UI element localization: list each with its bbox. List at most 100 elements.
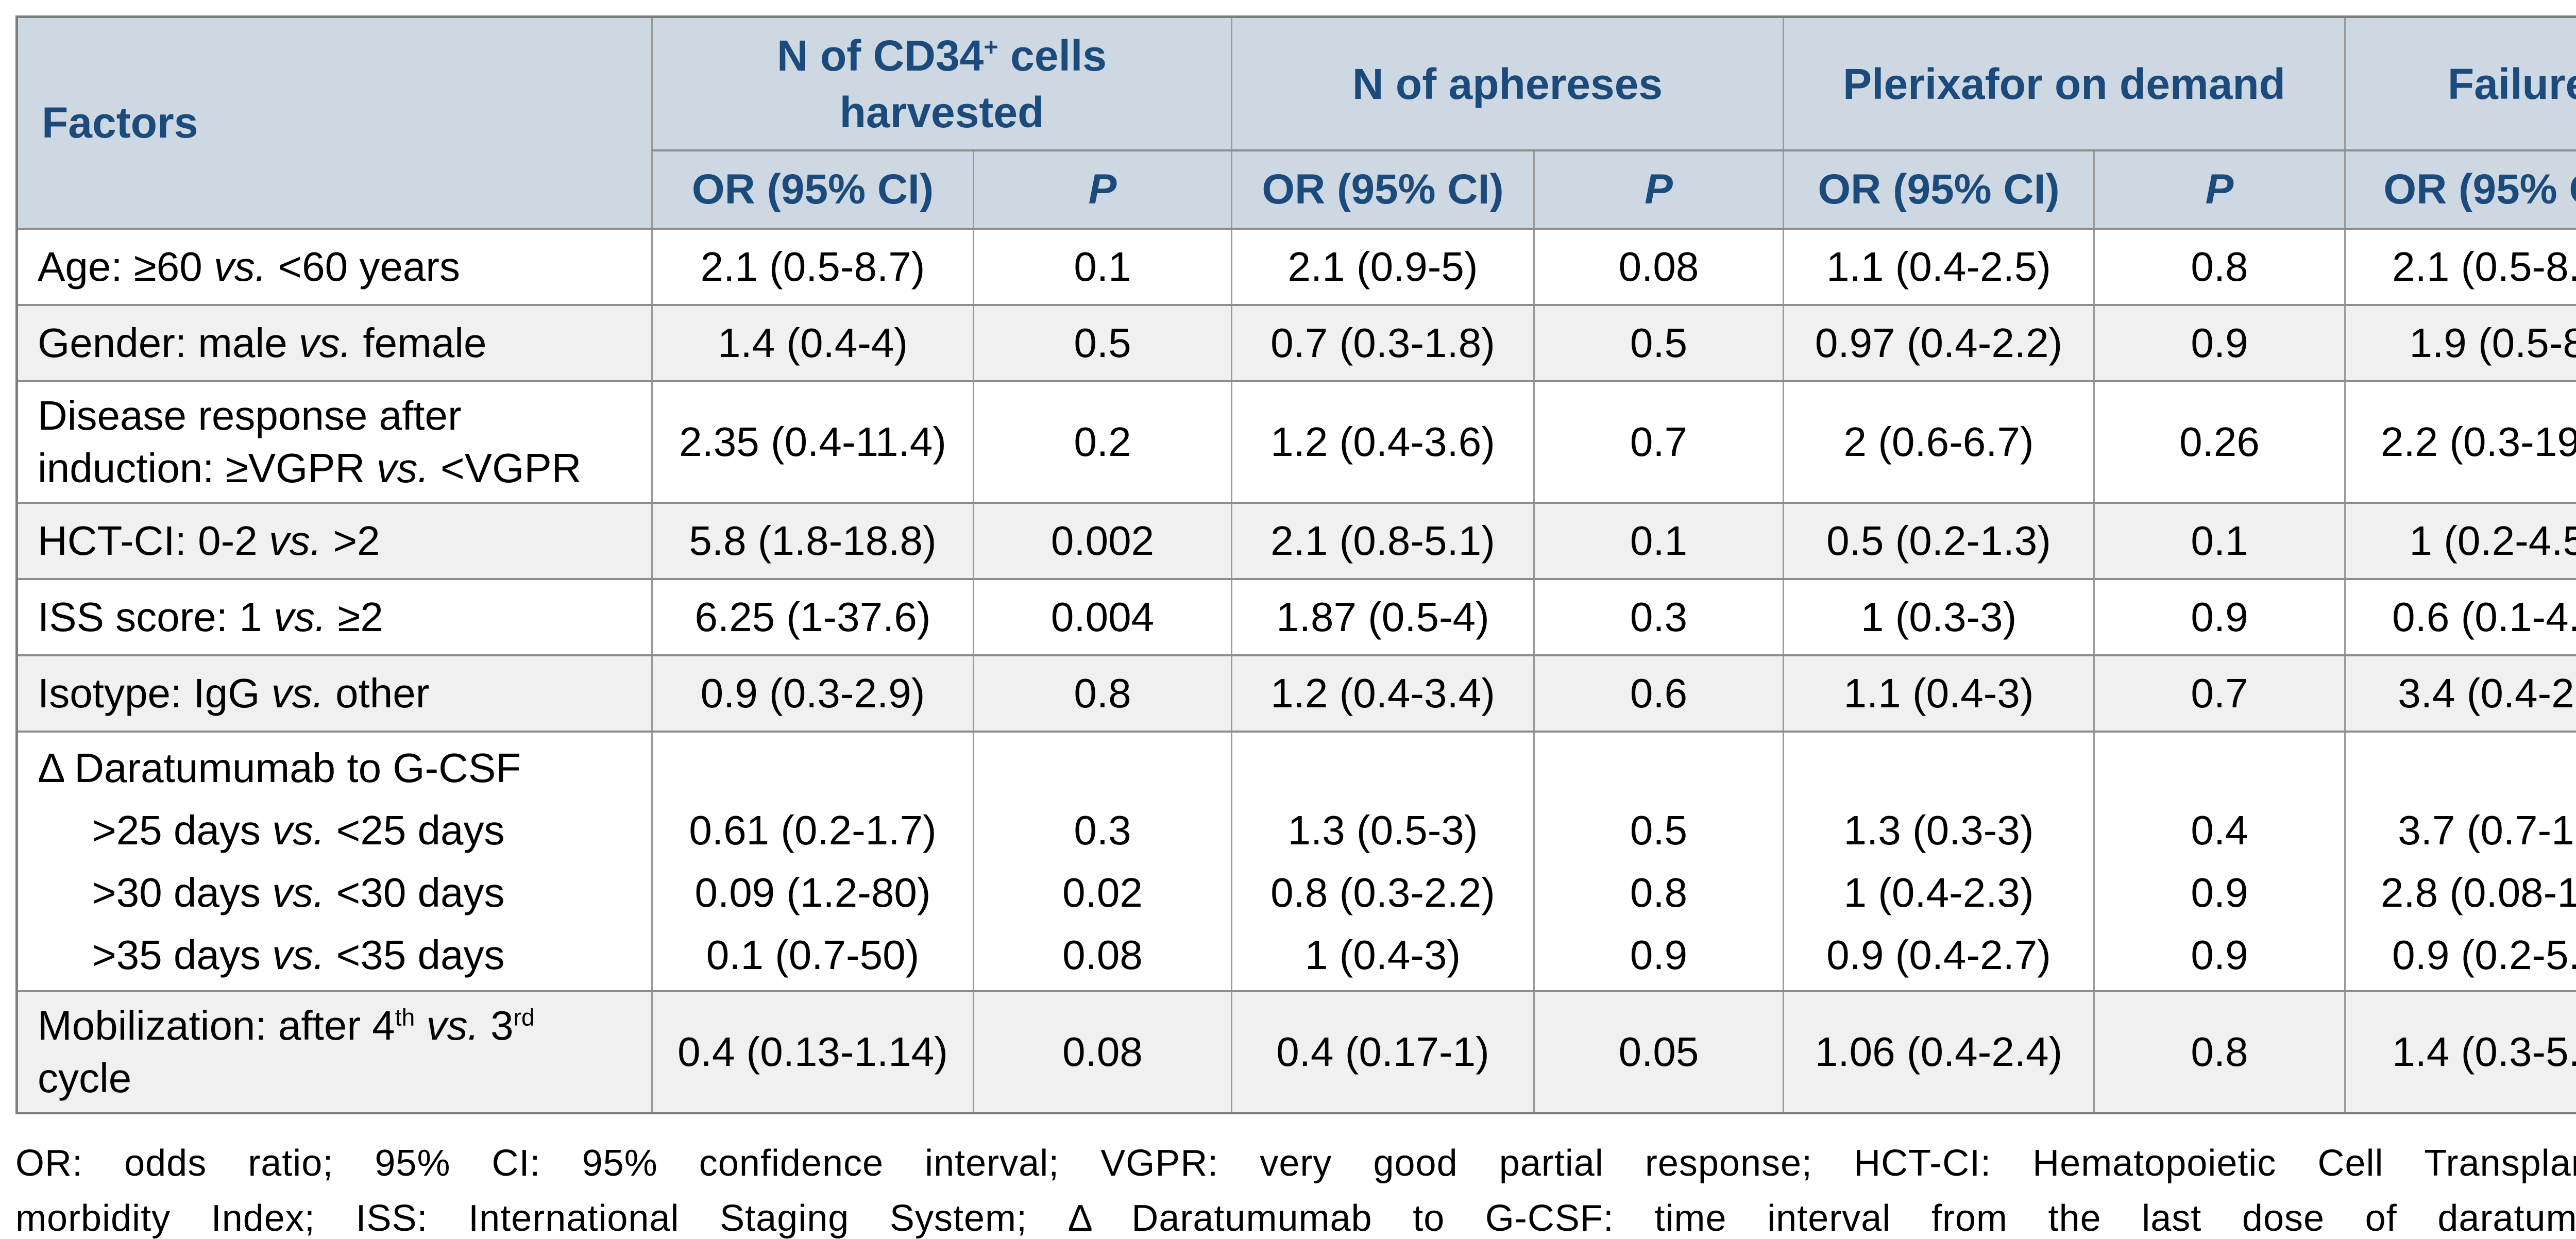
footnote-line: OR: odds ratio; 95% CI: 95% confidence i… [15, 1143, 2576, 1184]
or-ci-cell: 0.97 (0.4-2.2) [1783, 304, 2095, 382]
sub-value: 0.3 [1074, 807, 1131, 853]
or-ci-cell: 2.1 (0.8-5.1) [1231, 502, 1535, 580]
or-ci-cell: 0.61 (0.2-1.7) 0.09 (1.2-80) 0.1 (0.7-50) [651, 731, 974, 992]
p-value-cell: 0.5 [972, 304, 1233, 382]
group-header-failure: Failure to mobilize [2344, 16, 2576, 151]
p-value-cell: 0.5 0.8 0.9 [1533, 731, 1785, 992]
footnote: OR: odds ratio; 95% CI: 95% confidence i… [15, 1136, 2576, 1239]
or-ci-cell: 0.7 (0.3-1.8) [1231, 304, 1535, 382]
sub-value: 0.61 (0.2-1.7) [689, 807, 937, 853]
or-ci-cell: 1.1 (0.4-2.5) [1783, 228, 2095, 306]
p-value-cell: 0.08 [972, 990, 1233, 1114]
factors-header: Factors [16, 16, 653, 230]
or-ci-cell: 1.3 (0.3-3) 1 (0.4-2.3) 0.9 (0.4-2.7) [1783, 731, 2095, 992]
or-ci-cell: 1 (0.2-4.5) [2344, 502, 2576, 580]
factor-cell: Disease response after induction: ≥VGPR v… [16, 380, 653, 504]
table-row: Δ Daratumumab to G-CSF >25 days vs. <25 d… [16, 731, 2576, 992]
p-value-cell: 0.8 [2093, 228, 2346, 306]
p-header: P [972, 149, 1233, 230]
table-row: ISS score: 1 vs. ≥2 6.25 (1-37.6) 0.004 1.8… [16, 578, 2576, 656]
sub-value: 0.5 [1630, 807, 1688, 853]
sub-value: 0.8 [1630, 870, 1688, 915]
sub-value: 0.9 (0.4-2.7) [1826, 932, 2051, 978]
factor-cell: ISS score: 1 vs. ≥2 [16, 578, 653, 656]
or-ci-cell: 1 (0.3-3) [1783, 578, 2095, 656]
group-header-row: Factors N of CD34+ cells harvested N of a… [16, 16, 2576, 230]
sub-value: 0.08 [1062, 932, 1143, 978]
p-value-cell: 0.8 [2093, 990, 2346, 1114]
sub-value: 0.09 (1.2-80) [694, 870, 931, 915]
sub-factor-label: >30 days vs. <30 days [92, 870, 505, 915]
p-value-cell: 0.002 [972, 502, 1233, 580]
or-ci-cell: 2.1 (0.9-5) [1231, 228, 1535, 306]
or-ci-cell: 2.2 (0.3-19.2) [2344, 380, 2576, 504]
or-ci-cell: 1.06 (0.4-2.4) [1783, 990, 2095, 1114]
sub-value: 3.7 (0.7-19) [2398, 807, 2576, 853]
p-value-cell: 0.08 [1533, 228, 1785, 306]
p-value-cell: 0.3 [1533, 578, 1785, 656]
sub-factor-label: >25 days vs. <25 days [92, 807, 505, 853]
p-value-cell: 0.6 [1533, 654, 1785, 733]
factor-cell: Gender: male vs. female [16, 304, 653, 382]
table-row: Gender: male vs. female 1.4 (0.4-4) 0.5 0.7… [16, 304, 2576, 382]
subheader-row: OR (95% CI) P OR (95% CI) P OR (95% CI) P OR (… [16, 149, 2576, 230]
p-value-cell: 0.7 [1533, 380, 1785, 504]
sub-value: 1.3 (0.5-3) [1287, 807, 1478, 853]
or-ci-cell: 1.9 (0.5-8) [2344, 304, 2576, 382]
or-ci-cell: 0.5 (0.2-1.3) [1783, 502, 2095, 580]
group-header-plerixafor: Plerixafor on demand [1783, 16, 2346, 151]
table-row: Age: ≥60 vs. <60 years 2.1 (0.5-8.7) 0.1 2.… [16, 228, 2576, 306]
p-value-cell: 0.7 [2093, 654, 2346, 733]
sub-value: 0.9 [1630, 932, 1688, 978]
sub-value: 0.4 [2191, 807, 2248, 853]
results-table: Factors N of CD34+ cells harvested N of a… [15, 15, 2576, 1114]
or-ci-cell: 2.35 (0.4-11.4) [651, 380, 974, 504]
table-header: Factors N of CD34+ cells harvested N of a… [16, 16, 2576, 230]
sub-value: 1.3 (0.3-3) [1843, 807, 2034, 853]
sub-value: 0.9 [2191, 870, 2248, 915]
table-row: Isotype: IgG vs. other 0.9 (0.3-2.9) 0.8 1.… [16, 654, 2576, 733]
group-header-cd34-cells: N of CD34+ cells harvested [651, 16, 1233, 151]
p-value-cell: 0.26 [2093, 380, 2346, 504]
or-ci-cell: 2.1 (0.5-8.7) [2344, 228, 2576, 306]
p-value-cell: 0.05 [1533, 990, 1785, 1114]
or-ci-cell: 1.4 (0.3-5.8) [2344, 990, 2576, 1114]
sub-value: 0.9 [2191, 932, 2248, 978]
p-value-cell: 0.9 [2093, 304, 2346, 382]
p-value-cell: 0.1 [2093, 502, 2346, 580]
or-ci-cell: 1.3 (0.5-3) 0.8 (0.3-2.2) 1 (0.4-3) [1231, 731, 1535, 992]
group-label: Δ Daratumumab to G-CSF [38, 745, 521, 791]
table-body: Age: ≥60 vs. <60 years 2.1 (0.5-8.7) 0.1 2.… [16, 228, 2576, 1114]
p-header: P [1533, 149, 1785, 230]
sub-value: 0.9 (0.2-5.2) [2392, 932, 2576, 978]
or-ci-cell: 0.4 (0.13-1.14) [651, 990, 974, 1114]
p-value-cell: 0.1 [1533, 502, 1785, 580]
table-row: Mobilization: after 4th vs. 3rd cycle 0.4 … [16, 990, 2576, 1114]
or-ci-cell: 1.1 (0.4-3) [1783, 654, 2095, 733]
or-ci-header: OR (95% CI) [1783, 149, 2095, 230]
or-ci-header: OR (95% CI) [1231, 149, 1535, 230]
sub-value: 1 (0.4-3) [1304, 932, 1461, 978]
or-ci-cell: 5.8 (1.8-18.8) [651, 502, 974, 580]
or-ci-cell: 1.2 (0.4-3.6) [1231, 380, 1535, 504]
sub-value: 2.8 (0.08-1.4) [2380, 870, 2576, 915]
p-value-cell: 0.004 [972, 578, 1233, 656]
sub-value: 1 (0.4-2.3) [1843, 870, 2034, 915]
p-value-cell: 0.3 0.02 0.08 [972, 731, 1233, 992]
table-row: HCT-CI: 0-2 vs. >2 5.8 (1.8-18.8) 0.002 2.1… [16, 502, 2576, 580]
sub-factor-label: >35 days vs. <35 days [92, 932, 505, 978]
group-header-aphereses: N of aphereses [1231, 16, 1785, 151]
or-ci-header: OR (95% CI) [651, 149, 974, 230]
p-header: P [2093, 149, 2346, 230]
factor-cell: Δ Daratumumab to G-CSF >25 days vs. <25 d… [16, 731, 653, 992]
footnote-line: morbidity Index; ISS: International Stag… [15, 1198, 2576, 1239]
p-value-cell: 0.5 [1533, 304, 1785, 382]
factor-cell: Isotype: IgG vs. other [16, 654, 653, 733]
p-value-cell: 0.8 [972, 654, 1233, 733]
sub-value: 0.8 (0.3-2.2) [1270, 870, 1495, 915]
or-ci-cell: 3.7 (0.7-19) 2.8 (0.08-1.4) 0.9 (0.2-5.2) [2344, 731, 2576, 992]
or-ci-cell: 0.9 (0.3-2.9) [651, 654, 974, 733]
or-ci-cell: 0.4 (0.17-1) [1231, 990, 1535, 1114]
or-ci-cell: 6.25 (1-37.6) [651, 578, 974, 656]
